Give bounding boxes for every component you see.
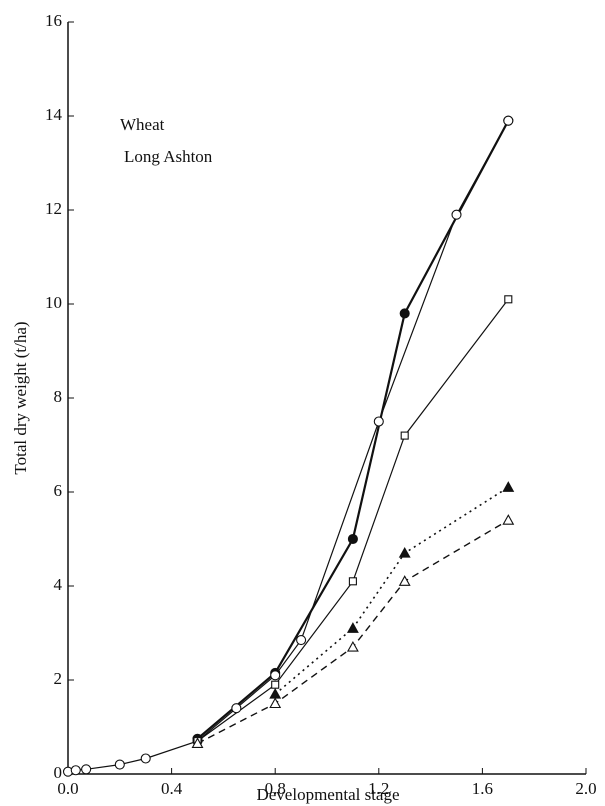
x-axis-label: Developmental stage (256, 785, 399, 804)
point (347, 533, 358, 545)
y-tick-label: 0 (54, 763, 63, 782)
point (503, 115, 514, 126)
point (346, 622, 359, 633)
point (346, 640, 359, 652)
x-tick-label: 0.8 (265, 779, 286, 798)
point (504, 295, 513, 304)
x-tick-label: 2.0 (575, 779, 596, 798)
x-tick-label: 0.0 (57, 779, 78, 798)
annotation: Wheat (120, 115, 165, 134)
y-tick-label: 2 (54, 669, 63, 688)
y-tick-label: 14 (45, 105, 63, 124)
y-tick-label: 16 (45, 11, 62, 30)
point (271, 680, 280, 689)
y-tick-label: 4 (54, 575, 63, 594)
y-tick-label: 10 (45, 293, 62, 312)
point (270, 670, 281, 681)
point (398, 546, 411, 558)
point (140, 753, 151, 764)
point (451, 209, 462, 220)
x-tick-label: 0.4 (161, 779, 183, 798)
point (398, 575, 411, 586)
point (269, 697, 282, 709)
point (114, 759, 125, 770)
series-line (197, 298, 509, 742)
y-tick-label: 6 (54, 481, 63, 500)
point (502, 481, 515, 492)
y-axis-label: Total dry weight (t/ha) (11, 321, 30, 474)
series-line (67, 120, 509, 773)
series-line (274, 486, 509, 695)
point (348, 577, 357, 586)
y-tick-label: 8 (54, 387, 63, 406)
x-tick-label: 1.2 (368, 779, 389, 798)
point (70, 765, 81, 776)
point (502, 514, 515, 525)
point (399, 308, 410, 319)
y-tick-label: 12 (45, 199, 62, 218)
point (191, 737, 204, 748)
point (400, 431, 409, 440)
point (81, 764, 92, 775)
point (373, 416, 384, 427)
point (269, 687, 282, 699)
point (231, 703, 242, 714)
point (296, 634, 307, 646)
annotation: Long Ashton (124, 147, 213, 166)
x-tick-label: 1.6 (472, 779, 493, 798)
